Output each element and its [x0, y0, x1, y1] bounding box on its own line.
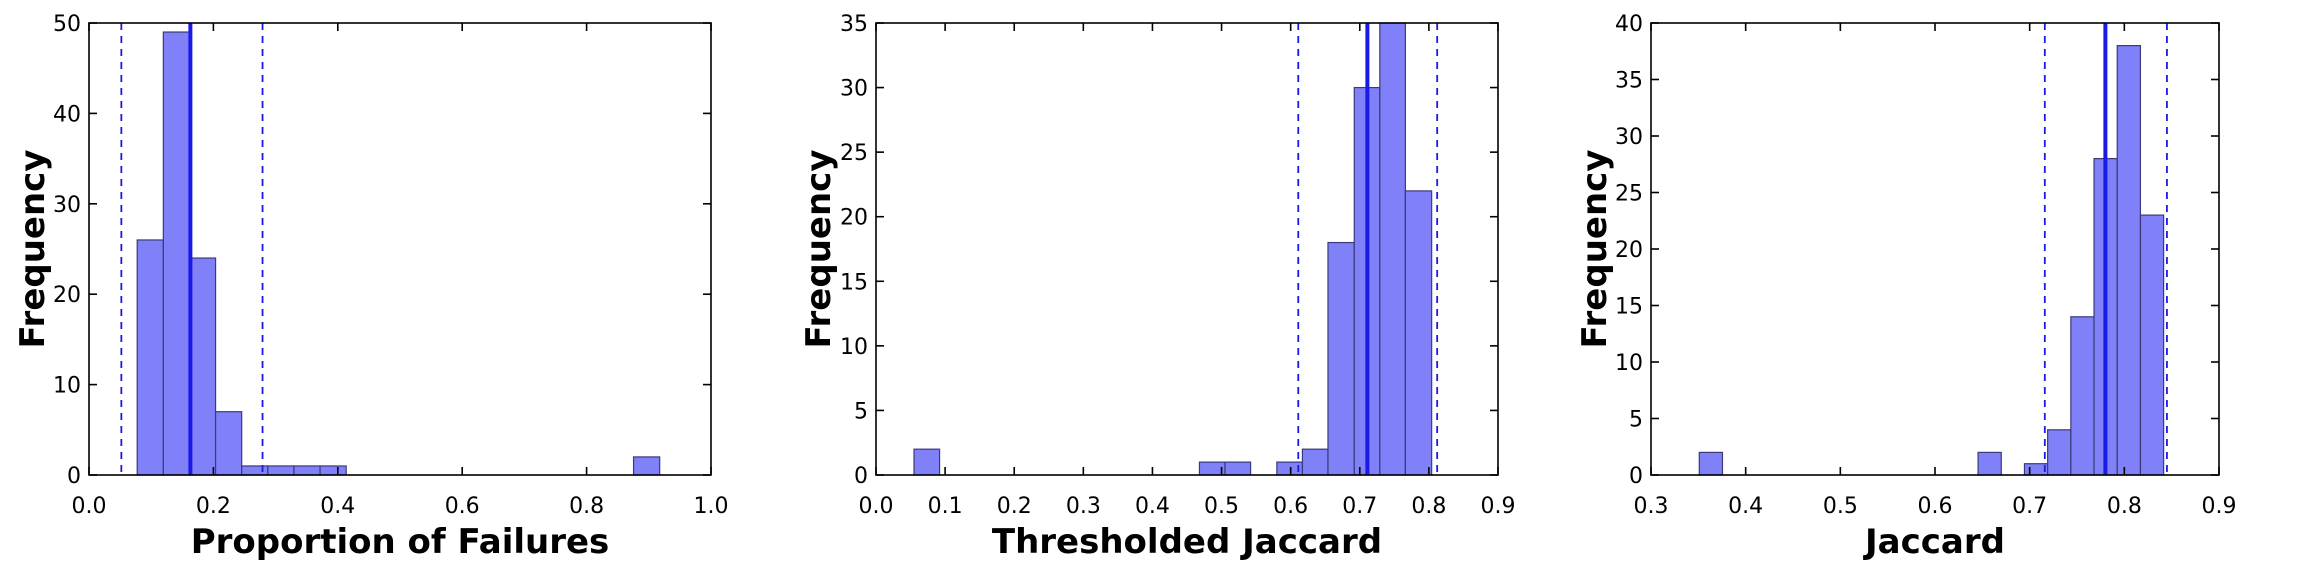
y-tick-label: 15 — [840, 270, 868, 295]
x-tick-label: 0.1 — [928, 494, 963, 519]
histogram-panel-thresholded-jaccard: 0.0 0.1 0.2 0.3 0.4 0.5 0.6 0.7 0.8 0.9 0 5 10 15 20 25… — [799, 12, 1516, 562]
histogram-bar — [241, 465, 269, 476]
x-tick-label: 0.9 — [1481, 494, 1516, 519]
x-tick-label: 1.0 — [694, 494, 729, 519]
histogram-bar — [2139, 214, 2165, 476]
histogram-bar — [1977, 451, 2002, 476]
histogram-bar — [1224, 461, 1252, 476]
y-tick-label: 10 — [53, 374, 81, 399]
histogram-bar — [162, 31, 191, 476]
y-axis-label: Frequency — [1575, 149, 1615, 348]
x-tick-label: 0.8 — [2107, 494, 2142, 519]
histogram-bar — [267, 465, 295, 476]
x-tick-label: 0.0 — [72, 494, 107, 519]
x-tick-label: 0.5 — [1823, 494, 1858, 519]
histogram-bar — [1404, 190, 1433, 476]
histogram-bar — [214, 411, 243, 476]
y-tick-label: 20 — [840, 206, 868, 231]
x-tick-label: 0.2 — [997, 494, 1032, 519]
x-tick-label: 0.8 — [1411, 494, 1446, 519]
histogram-bar — [2047, 429, 2072, 476]
y-tick-label: 40 — [1615, 12, 1643, 37]
y-tick-label: 5 — [854, 399, 868, 424]
histogram-bar — [1698, 451, 1724, 476]
histogram-bar — [632, 456, 661, 476]
axes-frame — [88, 22, 712, 476]
histogram-bar — [293, 465, 321, 476]
y-tick-label: 15 — [1615, 295, 1643, 320]
y-tick-label: 10 — [1615, 351, 1643, 376]
y-tick-label: 10 — [840, 335, 868, 360]
y-tick-label: 0 — [1629, 464, 1643, 489]
y-axis-label: Frequency — [13, 149, 53, 348]
y-tick-label: 30 — [1615, 125, 1643, 150]
x-tick-label: 0.6 — [1273, 494, 1308, 519]
x-tick-label: 0.7 — [1342, 494, 1377, 519]
histogram-bar — [136, 239, 164, 476]
y-axis-label: Frequency — [799, 149, 839, 348]
x-tick-label: 0.3 — [1634, 494, 1669, 519]
y-tick-label: 25 — [840, 141, 868, 166]
x-tick-label: 0.6 — [445, 494, 480, 519]
x-axis-label: Jaccard — [1863, 522, 2005, 562]
y-tick-label: 20 — [1615, 238, 1643, 263]
y-tick-label: 40 — [53, 102, 81, 127]
histogram-bar — [1379, 22, 1406, 476]
x-tick-label: 0.4 — [320, 494, 355, 519]
y-tick-label: 20 — [53, 283, 81, 308]
y-tick-label: 25 — [1615, 182, 1643, 207]
histogram-bar — [1327, 241, 1355, 476]
y-tick-label: 5 — [1629, 408, 1643, 433]
histogram-bar — [2070, 316, 2095, 476]
y-tick-label: 0 — [67, 464, 81, 489]
y-tick-label: 50 — [53, 12, 81, 37]
y-tick-label: 35 — [840, 12, 868, 37]
histogram-bar — [2116, 44, 2142, 476]
x-tick-label: 0.3 — [1066, 494, 1101, 519]
histogram-bar — [319, 465, 347, 476]
x-tick-label: 0.4 — [1728, 494, 1763, 519]
y-tick-label: 30 — [53, 193, 81, 218]
x-tick-label: 0.9 — [2202, 494, 2237, 519]
y-tick-label: 35 — [1615, 69, 1643, 94]
x-axis-label: Thresholded Jaccard — [992, 522, 1382, 562]
x-axis-label: Proportion of Failures — [191, 522, 610, 562]
histogram-panel-proportion-of-failures: 0.0 0.2 0.4 0.6 0.8 1.0 0 10 20 30 40 50 Proportion … — [13, 12, 729, 562]
histogram-bar — [913, 448, 941, 476]
y-tick-label: 0 — [854, 464, 868, 489]
x-tick-label: 0.5 — [1204, 494, 1239, 519]
histogram-bar — [1301, 448, 1329, 476]
histogram-panel-jaccard: 0.3 0.4 0.5 0.6 0.7 0.8 0.9 0 5 10 15 20 25 30 35 40 Jac… — [1575, 12, 2237, 562]
axes-frame — [875, 22, 1499, 476]
x-tick-label: 0.2 — [196, 494, 231, 519]
histogram-bar — [188, 257, 217, 476]
x-tick-label: 0.4 — [1135, 494, 1170, 519]
x-tick-label: 0.6 — [1918, 494, 1953, 519]
y-tick-label: 30 — [840, 77, 868, 102]
x-tick-label: 0.8 — [569, 494, 604, 519]
x-tick-label: 0.0 — [859, 494, 894, 519]
x-tick-label: 0.7 — [2012, 494, 2047, 519]
